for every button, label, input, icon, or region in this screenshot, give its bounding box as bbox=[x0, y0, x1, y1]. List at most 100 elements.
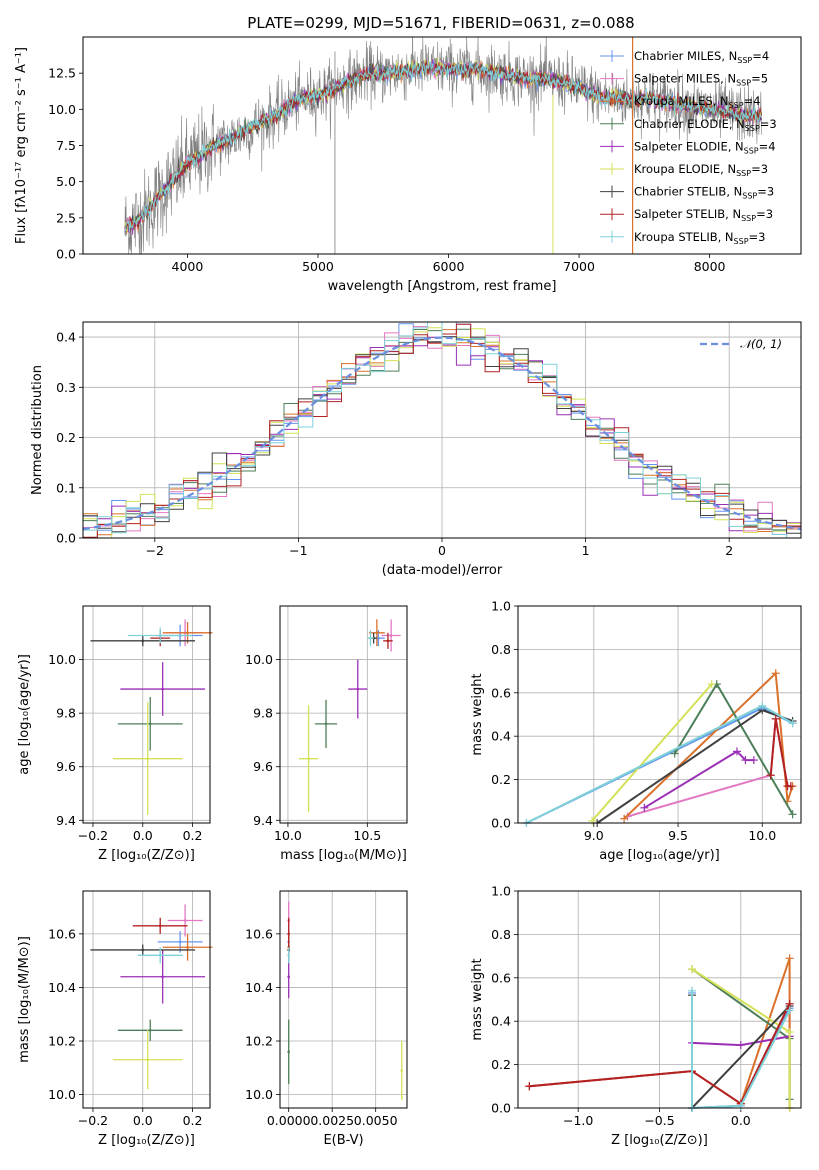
y-axis-label: age [log₁₀(age/yr)] bbox=[17, 654, 32, 775]
x-tick-label: −2 bbox=[146, 543, 164, 558]
legend-label-sub: SSP bbox=[742, 192, 757, 201]
y-tick-label: 1.0 bbox=[491, 599, 511, 614]
x-axis-label: wavelength [Angstrom, rest frame] bbox=[328, 279, 557, 294]
mass-weight-vs-z-panel: −1.0 −0.5 0.0 0.0 0.2 0.4 0.6 0.8 1.0 Z [log₁₀(Z/… bbox=[470, 884, 802, 1148]
y-tick-label: 0.6 bbox=[491, 685, 511, 700]
age-vs-mass-frame bbox=[279, 605, 408, 824]
legend-label-main: Kroupa MILES, N bbox=[634, 94, 729, 108]
x-tick-label: 2 bbox=[725, 543, 733, 558]
x-tick-label: −0.2 bbox=[78, 828, 108, 843]
mass-weight-series bbox=[591, 683, 713, 822]
legend-label-tail: =3 bbox=[757, 185, 774, 199]
legend-label-main: Chabrier MILES, N bbox=[634, 49, 737, 63]
y-tick-label: 10.0 bbox=[48, 1087, 76, 1102]
y-axis-label: Normed distribution bbox=[30, 365, 45, 495]
y-tick-label: 0.0 bbox=[56, 247, 76, 262]
legend-label-tail: =3 bbox=[751, 162, 768, 176]
x-axis-label: Z [log₁₀(Z/Z⊙)] bbox=[98, 848, 195, 863]
legend-label: Kroupa STELIB, NSSP=3 bbox=[634, 230, 765, 246]
y-tick-label: 0.4 bbox=[491, 1014, 511, 1029]
spectrum-model-line bbox=[124, 61, 763, 232]
residuals-panel: −2 −1 0 1 2 0.0 0.1 0.2 0.3 0.4 (data-model)/error… bbox=[30, 321, 802, 578]
legend-label-main: Chabrier STELIB, N bbox=[634, 185, 742, 199]
x-tick-label: 1 bbox=[582, 543, 590, 558]
x-tick-label: 0.0025 bbox=[310, 1113, 354, 1128]
data-point bbox=[158, 634, 162, 637]
data-point bbox=[186, 945, 189, 949]
legend-label-tail: =4 bbox=[759, 139, 776, 153]
mass-weight-series bbox=[525, 704, 794, 824]
x-tick-label: 10.5 bbox=[353, 828, 381, 843]
legend-label-main: Kroupa ELODIE, N bbox=[634, 162, 736, 176]
y-tick-label: 0.0 bbox=[491, 816, 511, 831]
legend-label-tail: =3 bbox=[749, 230, 766, 244]
legend-label: 𝒩(0, 1) bbox=[740, 337, 782, 351]
y-tick-label: 5.0 bbox=[56, 174, 76, 189]
legend-label-main: Salpeter MILES, N bbox=[634, 72, 736, 86]
y-tick-label: 10.0 bbox=[48, 102, 76, 117]
x-axis-label: age [log₁₀(age/yr)] bbox=[599, 848, 720, 863]
data-point bbox=[141, 948, 145, 952]
age-vs-mass-panel: 10.0 10.5 9.4 9.6 9.8 10.0 mass [log₁₀(M/M⊙)] bbox=[245, 605, 408, 863]
data-point bbox=[375, 631, 379, 635]
x-tick-label: 7000 bbox=[563, 259, 595, 274]
data-point bbox=[307, 757, 310, 761]
y-tick-label: 0.8 bbox=[491, 642, 511, 657]
x-tick-label: 9.5 bbox=[668, 828, 688, 843]
x-tick-label: −0.2 bbox=[78, 1113, 108, 1128]
data-point bbox=[324, 722, 328, 726]
data-point bbox=[377, 636, 380, 640]
y-tick-label: 10.2 bbox=[245, 1034, 273, 1049]
y-tick-label: 10.0 bbox=[245, 652, 273, 667]
legend-label-tail: =3 bbox=[756, 207, 773, 221]
mass-weight-series bbox=[529, 1003, 791, 1106]
x-tick-label: −1.0 bbox=[563, 1113, 593, 1128]
y-tick-label: 7.5 bbox=[56, 138, 76, 153]
x-axis-label: (data-model)/error bbox=[382, 563, 503, 578]
legend-label-main: Kroupa STELIB, N bbox=[634, 230, 734, 244]
legend-label: Salpeter ELODIE, NSSP=4 bbox=[634, 139, 776, 155]
y-tick-label: 10.2 bbox=[48, 1034, 76, 1049]
y-tick-label: 9.8 bbox=[56, 706, 76, 721]
data-point bbox=[287, 1050, 290, 1054]
age-vs-z-panel: −0.2 0.0 0.2 9.4 9.6 9.8 10.0 Z [log₁₀(Z/Z⊙)] ag… bbox=[17, 605, 213, 863]
y-tick-label: 2.5 bbox=[56, 210, 76, 225]
x-tick-label: 10.0 bbox=[748, 828, 776, 843]
legend-label: Salpeter STELIB, NSSP=3 bbox=[634, 207, 773, 223]
x-tick-label: 0.2 bbox=[183, 828, 203, 843]
data-point bbox=[287, 932, 290, 936]
data-point bbox=[356, 687, 360, 691]
mass-weight-vs-z-frame bbox=[517, 890, 802, 1109]
x-axis-label: mass [log₁₀(M/M⊙)] bbox=[280, 848, 407, 863]
data-point bbox=[178, 940, 182, 944]
y-tick-label: 10.6 bbox=[245, 926, 273, 941]
legend-label: Chabrier ELODIE, NSSP=3 bbox=[634, 117, 777, 133]
x-axis-label: Z [log₁₀(Z/Z⊙)] bbox=[611, 1133, 708, 1148]
data-point bbox=[386, 639, 390, 643]
y-tick-label: 0.8 bbox=[491, 927, 511, 942]
mass-weight-series bbox=[596, 709, 793, 824]
y-tick-label: 0.3 bbox=[56, 380, 76, 395]
y-axis-label: mass weight bbox=[470, 958, 485, 1040]
x-tick-label: 0.0 bbox=[731, 1113, 751, 1128]
data-point bbox=[146, 1058, 150, 1062]
mass-vs-z-frame bbox=[82, 890, 211, 1109]
y-tick-label: 0.6 bbox=[491, 970, 511, 985]
residual-histogram bbox=[83, 322, 801, 538]
y-tick-label: 0.4 bbox=[56, 330, 76, 345]
y-tick-label: 10.6 bbox=[48, 926, 76, 941]
legend-label-main: Salpeter STELIB, N bbox=[634, 207, 741, 221]
mass-weight-vs-age-frame bbox=[517, 605, 802, 824]
data-point bbox=[158, 953, 162, 957]
legend-label-tail: =4 bbox=[752, 49, 769, 63]
legend-label-main: Salpeter ELODIE, N bbox=[634, 139, 744, 153]
y-tick-label: 0.2 bbox=[491, 1057, 511, 1072]
data-point bbox=[161, 687, 164, 691]
y-tick-label: 0.2 bbox=[56, 430, 76, 445]
data-point bbox=[287, 953, 290, 957]
data-point bbox=[141, 639, 145, 643]
legend-label-sub: SSP bbox=[729, 101, 744, 110]
y-axis-label: Flux [fλ10⁻¹⁷ erg cm⁻² s⁻¹ A⁻¹] bbox=[14, 47, 29, 244]
mass-vs-ebv-panel: 0.0000 0.0025 0.0050 10.0 10.2 10.4 10.6 E(B-V) bbox=[245, 890, 408, 1148]
